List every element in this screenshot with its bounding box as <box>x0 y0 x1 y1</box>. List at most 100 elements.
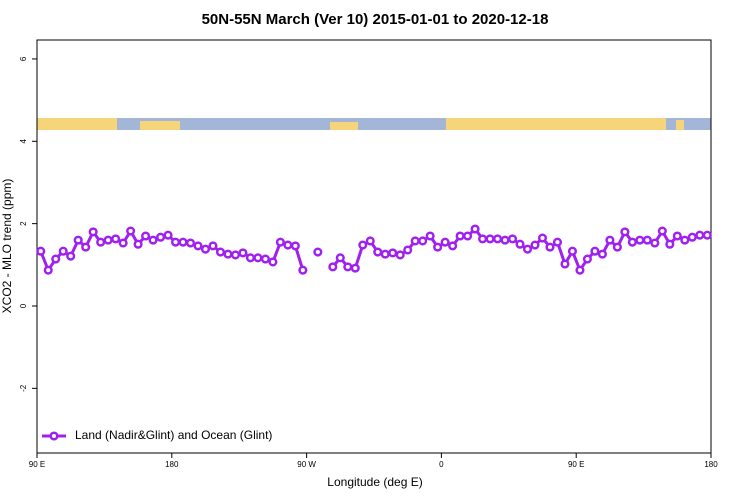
data-point <box>343 262 353 272</box>
data-point <box>298 265 308 275</box>
data-point <box>43 265 53 275</box>
data-point <box>373 247 383 257</box>
data-point <box>358 240 368 250</box>
data-point <box>148 235 158 245</box>
data-point <box>238 248 248 258</box>
data-point <box>560 259 570 269</box>
data-point <box>126 226 136 236</box>
data-point <box>178 237 188 247</box>
data-point <box>185 238 196 248</box>
data-point <box>193 241 203 251</box>
data-point <box>103 235 113 245</box>
data-point <box>500 235 510 245</box>
data-point <box>582 254 592 264</box>
data-point <box>328 262 338 272</box>
data-point <box>493 234 503 244</box>
data-point <box>51 254 61 264</box>
data-point <box>478 234 488 244</box>
data-point <box>141 231 151 241</box>
data-point <box>403 245 413 255</box>
data-point <box>522 244 533 254</box>
data-point <box>575 265 585 275</box>
data-point <box>163 230 173 240</box>
data-point <box>448 241 458 251</box>
data-point <box>156 232 166 242</box>
data-point <box>597 249 607 259</box>
data-point <box>365 236 375 246</box>
data-point <box>380 249 390 259</box>
x-tick-label: 180 <box>704 460 718 469</box>
land-ocean-strip <box>37 118 711 130</box>
data-point <box>507 234 518 244</box>
data-point <box>440 237 450 247</box>
y-tick-label: 4 <box>19 139 28 144</box>
data-point <box>665 239 675 249</box>
data-point <box>388 248 398 258</box>
data-point <box>545 242 555 252</box>
data-point <box>170 237 181 247</box>
data-point <box>620 227 630 237</box>
data-point <box>425 231 435 241</box>
data-point <box>313 247 323 257</box>
data-point <box>260 254 270 264</box>
data-point <box>118 238 128 248</box>
data-point <box>552 237 563 247</box>
data-point <box>530 240 540 250</box>
data-point <box>590 246 600 256</box>
data-point <box>642 235 652 245</box>
data-point <box>567 246 578 256</box>
data-point <box>612 242 622 252</box>
data-point <box>215 247 226 257</box>
data-point <box>283 240 293 250</box>
data-point <box>702 230 712 240</box>
data-point <box>66 251 76 261</box>
x-tick-label: 90 E <box>568 460 584 469</box>
data-point <box>253 253 263 263</box>
data-point <box>537 233 548 243</box>
data-point <box>463 231 473 241</box>
data-point <box>133 239 143 249</box>
y-axis-label: XCO2 - MLO trend (ppm) <box>0 179 14 314</box>
data-point <box>470 224 480 234</box>
data-point <box>223 249 233 259</box>
data-point <box>111 234 121 244</box>
data-point <box>73 235 83 245</box>
data-point <box>687 232 697 242</box>
legend-marker <box>49 431 59 441</box>
x-tick-label: 90 E <box>29 460 45 469</box>
x-tick-label: 180 <box>165 460 179 469</box>
data-point <box>395 250 405 260</box>
data-point <box>208 241 218 251</box>
data-point <box>605 235 615 245</box>
data-point <box>455 231 465 241</box>
data-point <box>695 230 705 240</box>
legend-label: Land (Nadir&Glint) and Ocean (Glint) <box>75 428 272 442</box>
data-point <box>88 227 98 237</box>
data-point <box>515 239 525 249</box>
x-tick-label: 90 W <box>297 460 316 469</box>
data-point <box>200 244 211 254</box>
data-point <box>230 250 241 260</box>
y-tick-label: 6 <box>19 56 28 61</box>
data-point <box>650 238 660 248</box>
y-tick-label: 0 <box>19 303 28 308</box>
x-axis-label: Longitude (deg E) <box>327 475 422 489</box>
data-point <box>672 231 682 241</box>
data-point <box>410 236 420 246</box>
data-point <box>36 246 46 256</box>
data-point <box>418 236 428 246</box>
data-point <box>268 257 278 267</box>
data-point <box>335 253 345 263</box>
data-point <box>275 237 285 247</box>
data-point <box>433 242 443 252</box>
data-point <box>635 235 645 245</box>
data-point <box>627 237 637 247</box>
data-point <box>290 241 300 251</box>
data-point <box>680 235 690 245</box>
data-point <box>485 234 495 244</box>
y-tick-label: -2 <box>19 384 28 392</box>
plot-frame <box>36 39 712 454</box>
data-point <box>58 246 68 256</box>
data-point <box>350 263 360 273</box>
data-point <box>81 242 91 252</box>
